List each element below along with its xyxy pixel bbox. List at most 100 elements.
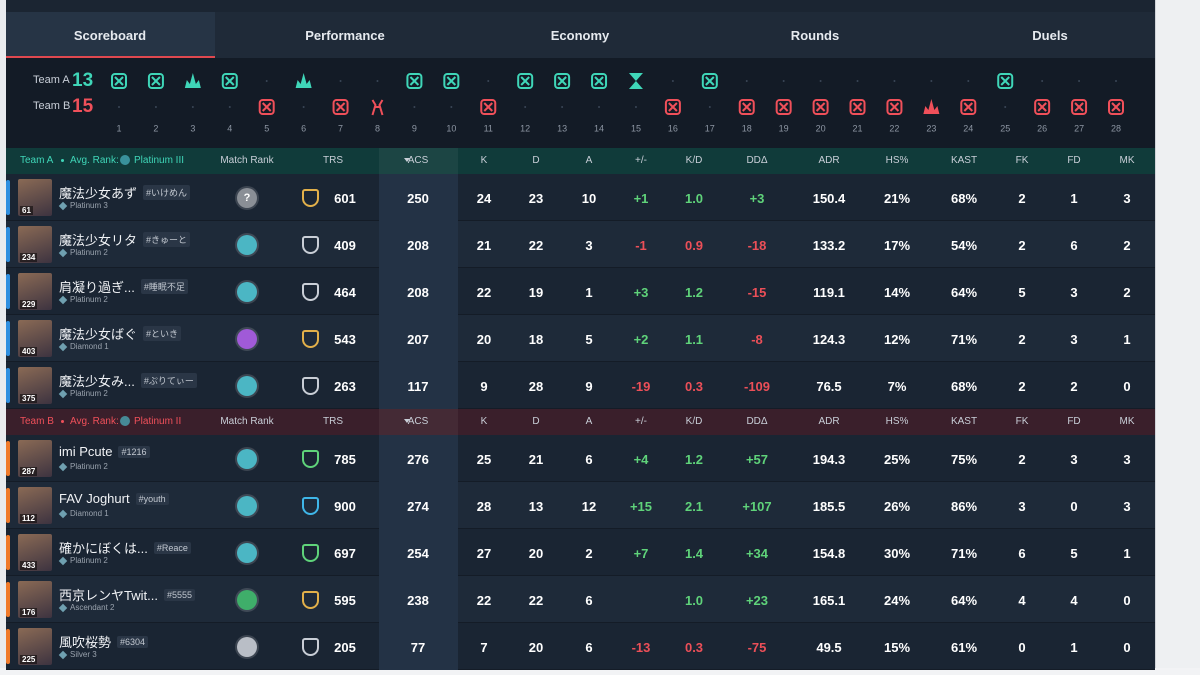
stat-cell: 3 <box>1123 451 1131 467</box>
column-header[interactable]: FD <box>1067 416 1081 427</box>
column-header[interactable]: D <box>532 155 540 166</box>
icon-part <box>628 73 643 89</box>
tab[interactable]: Scoreboard <box>73 28 147 43</box>
round-icon <box>1034 99 1051 115</box>
name-line: 魔法少女リタ #きゅーと <box>59 230 191 249</box>
stat-cell: 22 <box>476 592 492 608</box>
column-header[interactable]: DDΔ <box>746 155 768 166</box>
round-dot <box>118 106 120 108</box>
player-name[interactable]: 魔法少女ばぐ <box>59 327 138 342</box>
column-header[interactable]: DDΔ <box>746 416 768 427</box>
player-name[interactable]: 風吹桜勢 <box>59 635 112 650</box>
column-header[interactable]: MK <box>1119 155 1135 166</box>
player-name[interactable]: 肩凝り過ぎ... <box>59 280 135 295</box>
icon-part <box>960 99 977 115</box>
icon-part <box>815 102 826 112</box>
stat-cell: 263 <box>334 378 356 394</box>
icon-part <box>812 99 829 115</box>
team-score: 15 <box>72 96 94 117</box>
column-header[interactable]: FK <box>1015 155 1029 166</box>
round-dot <box>228 106 231 108</box>
icon-part <box>221 73 238 89</box>
column-header[interactable]: FK <box>1015 416 1029 427</box>
stat-cell: 3 <box>1070 331 1078 347</box>
round-number: 14 <box>594 123 604 133</box>
player-name[interactable]: FAV Joghurt <box>59 491 130 506</box>
tab[interactable]: Duels <box>1032 28 1068 43</box>
stat-cell: 49.5 <box>816 639 842 655</box>
player-level: 375 <box>20 394 38 403</box>
column-header[interactable]: K <box>480 416 488 427</box>
column-header[interactable]: D <box>532 416 540 427</box>
column-header[interactable]: K/D <box>685 416 703 427</box>
acs-cell-bg <box>379 529 458 576</box>
player-name[interactable]: 魔法少女み... <box>59 374 135 389</box>
team-bar <box>6 582 10 617</box>
round-number: 4 <box>227 123 232 133</box>
stat-cell: 3 <box>1070 451 1078 467</box>
column-header[interactable]: A <box>585 155 593 166</box>
trs-icon <box>302 543 319 562</box>
stat-cell: 1 <box>585 284 593 300</box>
tab[interactable]: Economy <box>550 28 610 43</box>
column-header[interactable]: ADR <box>818 416 840 427</box>
round-dot <box>1041 80 1044 82</box>
name-line: 魔法少女あず #いけめん <box>59 183 191 202</box>
round-number: 10 <box>446 123 456 133</box>
column-header[interactable]: Match Rank <box>220 155 274 166</box>
round-dot <box>1004 106 1007 108</box>
column-header[interactable]: TRS <box>323 416 343 427</box>
icon-part <box>1074 102 1084 112</box>
avg-rank-label: Avg. Rank: <box>70 155 119 166</box>
column-header[interactable]: Match Rank <box>220 416 274 427</box>
team-label: Team B <box>33 100 71 112</box>
round-icon <box>147 73 164 89</box>
round-icon <box>664 99 681 115</box>
round-dot <box>265 80 268 82</box>
round-number: 8 <box>375 123 380 133</box>
column-header[interactable]: ACS <box>407 155 429 166</box>
stat-cell: 124.3 <box>812 331 846 347</box>
stat-cell: 208 <box>407 237 429 253</box>
player-name[interactable]: 確かにぼくは... <box>59 541 148 556</box>
stat-cell: 2 <box>1123 284 1131 300</box>
tab[interactable]: Performance <box>305 28 385 43</box>
icon-part <box>1111 102 1121 112</box>
stat-cell: +1 <box>633 190 649 206</box>
column-header[interactable]: HS% <box>885 416 909 427</box>
column-header[interactable]: MK <box>1119 416 1135 427</box>
player-name[interactable]: imi Pcute <box>59 444 113 459</box>
player-name[interactable]: 西京レンヤTwit... <box>59 588 158 603</box>
column-header[interactable]: K <box>480 155 488 166</box>
column-header[interactable]: ACS <box>407 416 429 427</box>
stat-cell: 6 <box>585 592 593 608</box>
stat-cell: 207 <box>407 331 429 347</box>
sort-arrow <box>404 419 410 423</box>
column-header[interactable]: ADR <box>818 155 840 166</box>
column-header[interactable]: K/D <box>685 155 703 166</box>
round-dot <box>819 80 822 82</box>
column-header[interactable]: TRS <box>323 155 343 166</box>
icon-part <box>258 99 275 115</box>
stat-cell: 1 <box>1070 639 1078 655</box>
round-icon <box>332 99 349 115</box>
tab[interactable]: Rounds <box>790 28 840 43</box>
column-header[interactable]: KAST <box>950 155 978 166</box>
column-header[interactable]: KAST <box>950 416 978 427</box>
acs-header-bg <box>379 409 458 435</box>
round-dot <box>413 106 416 108</box>
column-header[interactable]: FD <box>1067 155 1081 166</box>
round-dot <box>634 106 637 108</box>
stat-cell: -13 <box>631 639 651 655</box>
round-icon <box>997 73 1014 89</box>
column-header[interactable]: +/- <box>635 155 647 166</box>
stat-cell: 14% <box>883 284 911 300</box>
icon-part <box>446 76 457 86</box>
player-name[interactable]: 魔法少女リタ <box>59 233 138 248</box>
round-icon <box>554 73 571 89</box>
acs-cell-bg <box>379 435 458 482</box>
player-name[interactable]: 魔法少女あず <box>59 186 138 201</box>
column-header[interactable]: HS% <box>885 155 909 166</box>
column-header[interactable]: +/- <box>635 416 647 427</box>
column-header[interactable]: A <box>585 416 593 427</box>
